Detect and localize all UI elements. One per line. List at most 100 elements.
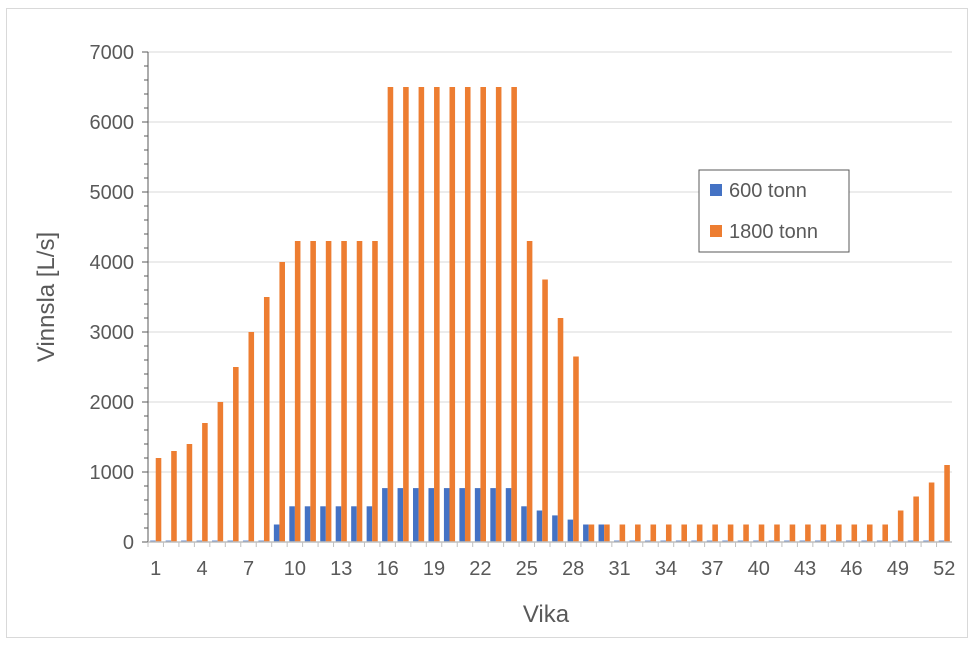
bar-600-tonn (289, 506, 295, 542)
bar-1800-tonn (635, 524, 641, 542)
bar-600-tonn (443, 488, 450, 542)
bar-1800-tonn (217, 402, 224, 542)
bar-600-tonn (536, 510, 543, 542)
bar-1800-tonn (542, 279, 548, 542)
bar-1800-tonn (279, 262, 285, 542)
x-tick-labels: 1 4 7 10 13 16 19 22 25 28 31 34 37 40 43 46 49 52 (150, 558, 955, 580)
bar-1800-tonn (171, 451, 177, 542)
bar-1800-tonn (727, 524, 734, 542)
x-axis-title: Vika (523, 601, 570, 628)
x-tick-label: 46 (840, 558, 862, 580)
bar-1800-tonn (310, 241, 316, 542)
bar-1800-tonn (233, 367, 239, 542)
bar-1800-tonn (387, 87, 394, 542)
y-tick-label: 5000 (90, 182, 135, 204)
bar-1800-tonn (325, 241, 332, 542)
y-tick-labels: 0 1000 2000 3000 4000 5000 6000 7000 (90, 42, 135, 554)
bar-1800-tonn (480, 87, 486, 542)
bar-600-tonn (474, 488, 481, 542)
bar-1800-tonn (619, 524, 626, 542)
y-tick-label: 1000 (90, 462, 135, 484)
bar-1800-tonn (882, 524, 888, 542)
bar-1800-tonn (341, 241, 347, 542)
bar-1800-tonn (712, 524, 718, 542)
y-tick-label: 0 (123, 532, 134, 554)
legend-swatch-600-tonn (710, 184, 722, 196)
bar-1800-tonn (403, 87, 409, 542)
y-axis-title: Vinnsla [L/s] (33, 232, 60, 362)
bar-600-tonn (459, 488, 465, 542)
bar-600-tonn (382, 488, 388, 542)
bar-1800-tonn (866, 524, 873, 542)
bar-1800-tonn (464, 87, 471, 542)
bar-600-tonn (366, 506, 373, 542)
bar-1800-tonn (696, 524, 703, 542)
bar-1800-tonn (604, 524, 610, 542)
x-tick-label: 49 (887, 558, 909, 580)
bar-1800-tonn (650, 524, 657, 542)
bar-1800-tonn (758, 524, 765, 542)
legend-box (698, 169, 850, 253)
bar-600-tonn (413, 488, 419, 542)
bar-1800-tonn (372, 241, 378, 542)
y-tick-label: 7000 (90, 42, 135, 64)
bar-1800-tonn (202, 423, 208, 542)
bar-1800-tonn (774, 524, 780, 542)
bar-1800-tonn (851, 524, 858, 542)
bar-1800-tonn (356, 241, 363, 542)
bar-1800-tonn (495, 87, 502, 542)
legend-swatch-1800-tonn (710, 225, 722, 237)
chart-frame (6, 8, 968, 638)
bar-1800-tonn (573, 356, 579, 542)
bar-1800-tonn (743, 524, 749, 542)
x-tick-label: 7 (243, 558, 254, 580)
bar-1800-tonn (155, 458, 162, 542)
bar-600-tonn (505, 488, 512, 542)
bar-600-tonn (335, 506, 342, 542)
bar-1800-tonn (944, 465, 950, 542)
axes (142, 51, 952, 547)
bar-1800-tonn (913, 496, 919, 542)
bar-1800-tonn (928, 482, 935, 542)
legend: 600 tonn 1800 tonn (698, 169, 850, 253)
y-tick-label: 2000 (90, 392, 135, 414)
x-tick-label: 34 (655, 558, 677, 580)
x-tick-label: 19 (423, 558, 445, 580)
bar-1800-tonn (418, 87, 425, 542)
bar-1800-tonn (449, 87, 456, 542)
bar-1800-tonn (805, 524, 811, 542)
bar-1800-tonn (263, 297, 270, 542)
bar-600-tonn (583, 524, 589, 542)
x-tick-label: 16 (377, 558, 399, 580)
bar-600-tonn (397, 488, 404, 542)
bar-1800-tonn (434, 87, 440, 542)
bar-1800-tonn (665, 524, 672, 542)
bar-600-tonn (320, 506, 326, 542)
legend-label-1800-tonn: 1800 tonn (729, 221, 818, 243)
bar-1800-tonn (294, 241, 301, 542)
bar-600-tonn (552, 515, 558, 542)
bar-600-tonn (521, 506, 527, 542)
bar-1800-tonn (836, 524, 842, 542)
bar-1800-tonn (897, 510, 904, 542)
x-tick-label: 43 (794, 558, 816, 580)
bars (150, 87, 950, 542)
bar-1800-tonn (820, 524, 827, 542)
bar-1800-tonn (557, 318, 564, 542)
x-tick-label: 25 (516, 558, 538, 580)
x-tick-label: 52 (933, 558, 955, 580)
y-tick-label: 6000 (90, 112, 135, 134)
x-tick-label: 37 (701, 558, 723, 580)
bar-1800-tonn (588, 524, 595, 542)
y-tick-label: 3000 (90, 322, 135, 344)
x-tick-label: 31 (608, 558, 630, 580)
bar-1800-tonn (789, 524, 796, 542)
bar-1800-tonn (186, 444, 193, 542)
x-tick-label: 40 (748, 558, 770, 580)
x-tick-label: 10 (284, 558, 306, 580)
bar-600-tonn (304, 506, 311, 542)
legend-label-600-tonn: 600 tonn (729, 180, 807, 202)
bar-1800-tonn (526, 241, 533, 542)
bar-600-tonn (490, 488, 496, 542)
